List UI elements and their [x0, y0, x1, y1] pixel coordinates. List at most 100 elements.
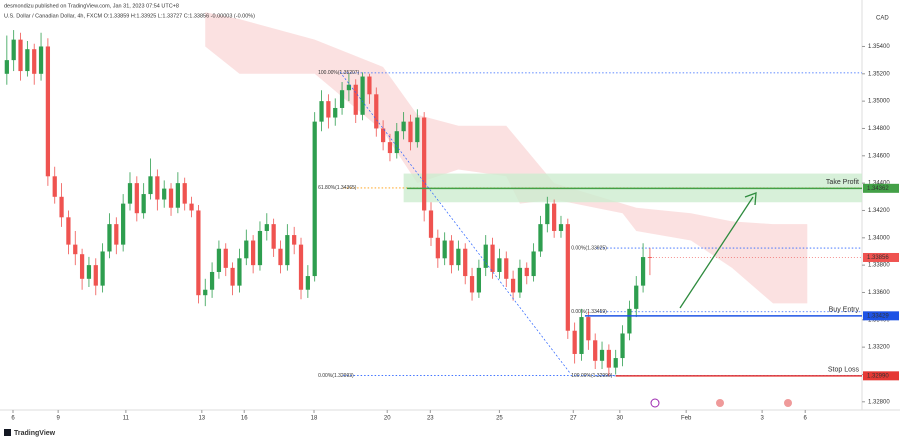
candle-body — [456, 248, 461, 266]
candle-body — [531, 251, 536, 277]
candle-body — [558, 224, 564, 231]
level-name: Take Profit — [826, 179, 859, 186]
y-tick-label: 1.33800 — [868, 263, 890, 269]
candle-body — [66, 217, 71, 245]
candle-body — [613, 358, 618, 368]
candle-body — [32, 49, 37, 74]
candle-body — [59, 196, 64, 218]
candle-body — [469, 276, 475, 293]
footer-brand: TradingView — [14, 430, 56, 437]
candle-body — [79, 254, 85, 279]
currency: CAD — [876, 16, 889, 22]
trade-arrow — [679, 196, 754, 309]
candle-body — [121, 203, 126, 245]
candle-body — [476, 267, 482, 293]
candle-body — [52, 176, 57, 197]
candle-body — [141, 194, 146, 214]
candle-body — [422, 117, 427, 211]
candle-body — [203, 289, 208, 296]
candle-body — [244, 240, 249, 259]
candle-body — [599, 349, 605, 361]
candle-body — [401, 121, 406, 132]
candle-body — [346, 84, 352, 91]
publisher: desmondizu published on TradingView.com,… — [4, 3, 179, 9]
y-tick-label: 1.33200 — [868, 345, 890, 351]
candle-body — [627, 308, 632, 334]
candle-body — [86, 265, 92, 279]
candle-body — [367, 76, 372, 95]
candle-body — [264, 224, 269, 231]
candle-body — [524, 267, 529, 277]
x-tick-label: Feb — [681, 416, 692, 422]
candle-body — [223, 248, 228, 268]
candle-body — [442, 240, 447, 259]
candle-body — [134, 183, 139, 214]
y-tick-label: 1.34600 — [868, 153, 890, 159]
x-tick-label: 9 — [56, 416, 60, 422]
fib-label: 0.00%(1.33925) — [571, 245, 607, 251]
x-tick-label: 23 — [427, 416, 434, 422]
candle-body — [394, 131, 399, 154]
candle-body — [360, 76, 365, 115]
candle-body — [497, 258, 502, 272]
y-tick-label: 1.34200 — [868, 208, 890, 214]
candle-body — [579, 317, 584, 354]
candle-body — [175, 183, 180, 208]
arrow-head — [744, 192, 757, 206]
candle-body — [333, 107, 338, 118]
candle-body — [572, 330, 577, 354]
candle-body — [114, 224, 119, 245]
x-tick-label: 18 — [311, 416, 318, 422]
candle-body — [4, 60, 9, 74]
price-box-label: 1.34362 — [867, 186, 889, 192]
candle-body — [517, 267, 523, 293]
candle-body — [209, 271, 215, 290]
candle-body — [428, 210, 434, 238]
candle-body — [640, 257, 646, 286]
candle-body — [449, 240, 454, 266]
candle-body — [257, 230, 263, 266]
candle-body — [45, 46, 51, 177]
price-box — [863, 311, 899, 321]
fib-label: 100.00%(1.35207) — [318, 70, 359, 76]
candle-body — [408, 121, 413, 143]
candle-body — [237, 258, 242, 286]
candle-body — [18, 39, 23, 72]
price-box-label: 1.32990 — [867, 373, 889, 379]
candle-body — [504, 258, 509, 279]
candle-body — [387, 142, 393, 154]
candle-body — [292, 235, 297, 245]
y-tick-label: 1.32800 — [868, 399, 890, 405]
candle-body — [100, 251, 105, 286]
candle-body — [182, 183, 187, 204]
event-icon — [784, 399, 792, 407]
x-tick-label: 6 — [11, 416, 15, 422]
y-tick-label: 1.33600 — [868, 290, 890, 296]
candle-body — [545, 203, 550, 225]
candle-body — [162, 188, 167, 200]
candle-body — [586, 317, 591, 341]
level-name: Stop Loss — [828, 367, 860, 374]
candle-body — [168, 188, 174, 208]
y-tick-label: 1.34000 — [868, 235, 890, 241]
x-tick-label: 13 — [198, 416, 205, 422]
candle-body — [189, 203, 194, 211]
candle-body — [326, 101, 331, 118]
candle-body — [285, 235, 290, 266]
event-icon — [650, 398, 660, 408]
plot: 1.35400 1.35200 1.35000 1.34800 1.34600 1.344… — [4, 12, 890, 422]
level-name: Buy Entry — [829, 307, 860, 314]
price-box — [863, 252, 899, 262]
candle-body — [216, 248, 222, 272]
candle-body — [148, 176, 153, 195]
y-tick-label: 1.35000 — [868, 99, 890, 105]
candle-body — [435, 237, 440, 259]
price-box-label: 1.33429 — [867, 313, 889, 319]
candle-body — [510, 278, 516, 293]
x-tick-label: 20 — [384, 416, 391, 422]
candle-body — [634, 285, 639, 309]
x-tick-label: 27 — [570, 416, 577, 422]
candle-body — [11, 39, 16, 61]
candle-body — [38, 46, 44, 74]
candle-body — [463, 248, 468, 277]
